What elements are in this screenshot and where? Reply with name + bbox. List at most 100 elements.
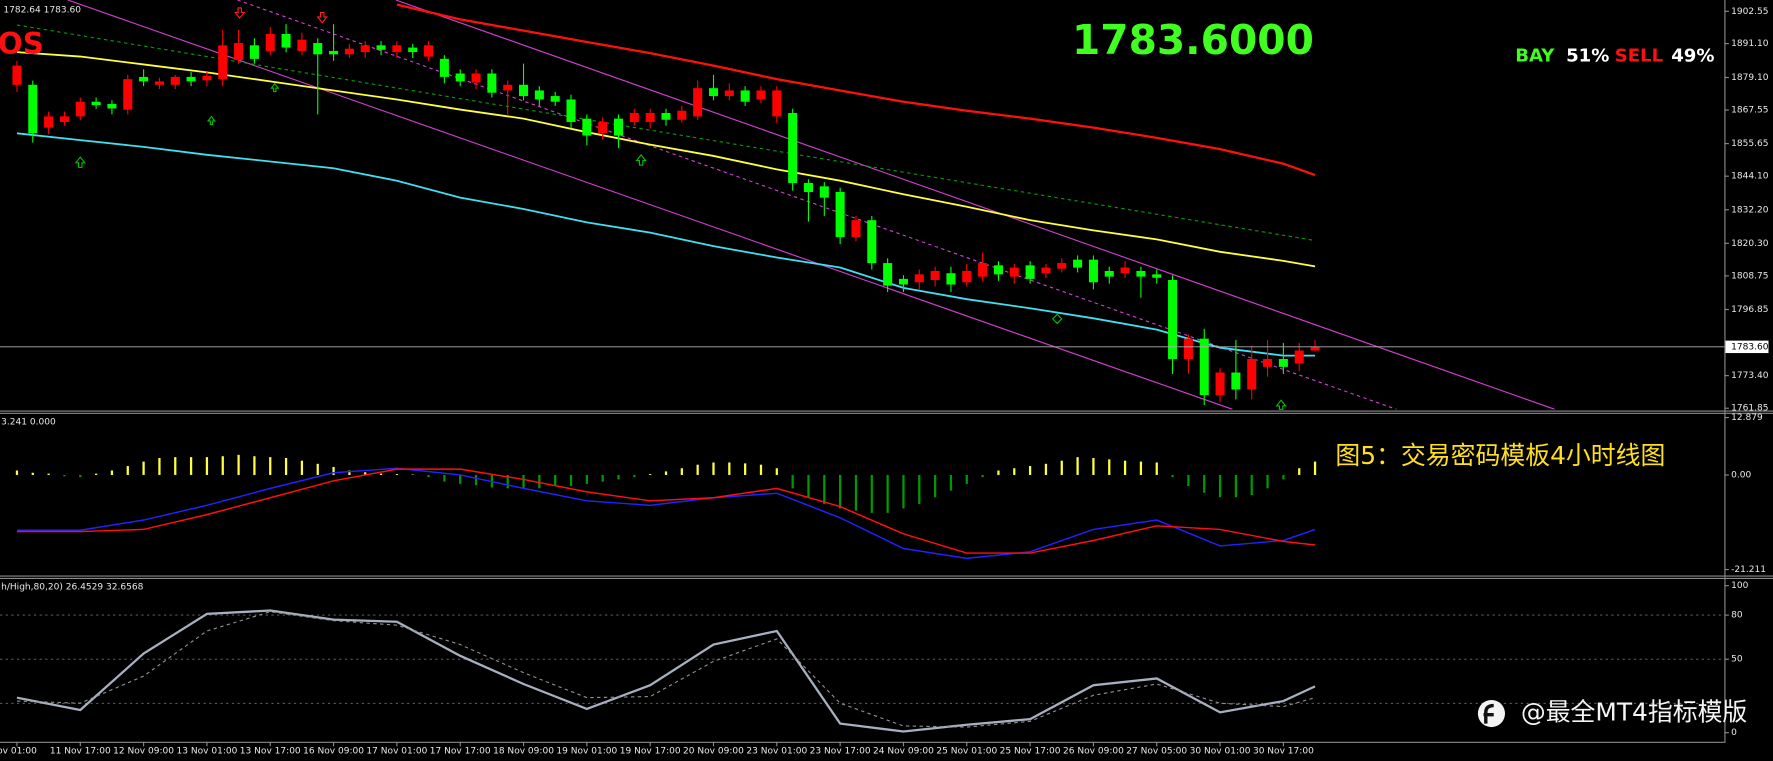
x-tick-label: 19 Nov 01:00 [556,746,617,756]
candle-body [946,273,956,285]
candle-body [392,45,402,53]
candle-body [170,76,180,85]
x-tick-label: 12 Nov 09:00 [113,746,174,756]
candle-body [329,50,339,55]
candle-body [487,73,497,93]
candle-body [1136,270,1146,277]
candle-body [1278,358,1288,367]
candle-body [978,263,988,277]
candle-body [772,90,782,117]
candle-body [281,34,291,48]
y-tick-label: 1761.85 [1731,404,1768,414]
y-tick-label: 50 [1731,655,1743,665]
candle-body [12,65,22,85]
channel-middle [237,0,1397,410]
candle-body [1152,274,1162,278]
candle-body [629,113,639,123]
candle-body [376,45,386,50]
candle-body [1168,279,1178,359]
price-tag-label: 1783.60 [1731,342,1769,352]
watermark-logo [1477,699,1506,728]
x-tick-label: 19 Nov 17:00 [620,746,681,756]
candle-body [1183,338,1193,359]
candle-body [835,191,845,238]
x-tick-label: 17 Nov 01:00 [366,746,427,756]
sell-arrow [234,7,246,19]
x-tick-label: 13 Nov 17:00 [240,746,301,756]
buy-arrow [206,115,216,125]
x-tick-label: 20 Nov 09:00 [683,746,744,756]
buy-share: 51% [1566,46,1609,67]
indicator-line [16,24,1316,242]
candle-body [582,118,592,136]
candle-body [344,48,354,55]
x-tick-label: 30 Nov 17:00 [1253,746,1314,756]
indicator-line [396,3,1316,177]
candle-body [1009,267,1019,277]
candle-body [59,116,69,123]
candle-body [803,182,814,192]
panel-frames [0,0,1773,743]
symbol-label: OS [0,27,44,61]
candle-body [424,45,434,57]
main-header: 1782.64 1783.60 [3,6,81,16]
candle-body [1310,346,1320,351]
candle-body [218,45,228,80]
price-tag [1725,340,1769,354]
candle-body [234,43,244,60]
y-tick-label: 1902.55 [1731,7,1768,17]
buy-arrow [74,156,86,168]
indicator-line [16,467,1316,560]
x-tick-label: ov 01:00 [0,746,37,756]
candle-body [28,84,38,134]
candle-body [202,75,212,81]
candle-body [993,265,1003,275]
quote: 1783.6000 [1072,16,1314,64]
candle-body [788,113,798,183]
candle-body [1104,270,1114,277]
candle-body [1041,267,1051,274]
candle-body [661,113,671,120]
buy-arrow [270,82,280,93]
candle-body [1025,265,1035,279]
candle-body [75,101,85,117]
candle-body [186,76,196,82]
candle-body [503,84,513,91]
channel-lower [67,0,1233,410]
indicator-line [16,609,1316,733]
candle-body [962,270,972,283]
y-tick-label: 1879.10 [1731,73,1769,83]
y-tick-label: 1832.20 [1731,205,1769,215]
candle-body [1215,372,1225,396]
candle-body [693,88,703,117]
y-tick-label: 1796.85 [1731,305,1768,315]
signal-arrows [74,7,1287,410]
y-tick-label: 1891.10 [1731,39,1769,49]
candle-body [297,39,307,51]
candle-body [645,113,655,123]
x-tick-label: 25 Nov 17:00 [1000,746,1061,756]
y-tick-label: 1855.65 [1731,139,1768,149]
x-tick-label: 30 Nov 01:00 [1190,746,1251,756]
x-tick-label: 16 Nov 09:00 [303,746,364,756]
candle-body [1199,338,1209,396]
candle-body [1057,263,1067,269]
candle-body [471,73,481,83]
candle-body [914,274,924,283]
candle-body [154,81,164,85]
sell-label: SELL [1615,46,1664,67]
y-tick-label: 100 [1731,581,1748,591]
indicator-line [16,132,1316,357]
buy-arrow [635,154,647,166]
candle-body [139,76,149,82]
candle-body [1247,358,1257,390]
sell-arrow [316,11,328,24]
plot-layer: 1902.55 1891.10 1879.10 1867.55 1855.65 1844.… [0,3,1769,756]
candle-body [756,90,766,100]
x-tick-label: 11 Nov 17:00 [50,746,111,756]
x-tick-label: 26 Nov 09:00 [1063,746,1124,756]
candle-body [123,79,133,110]
